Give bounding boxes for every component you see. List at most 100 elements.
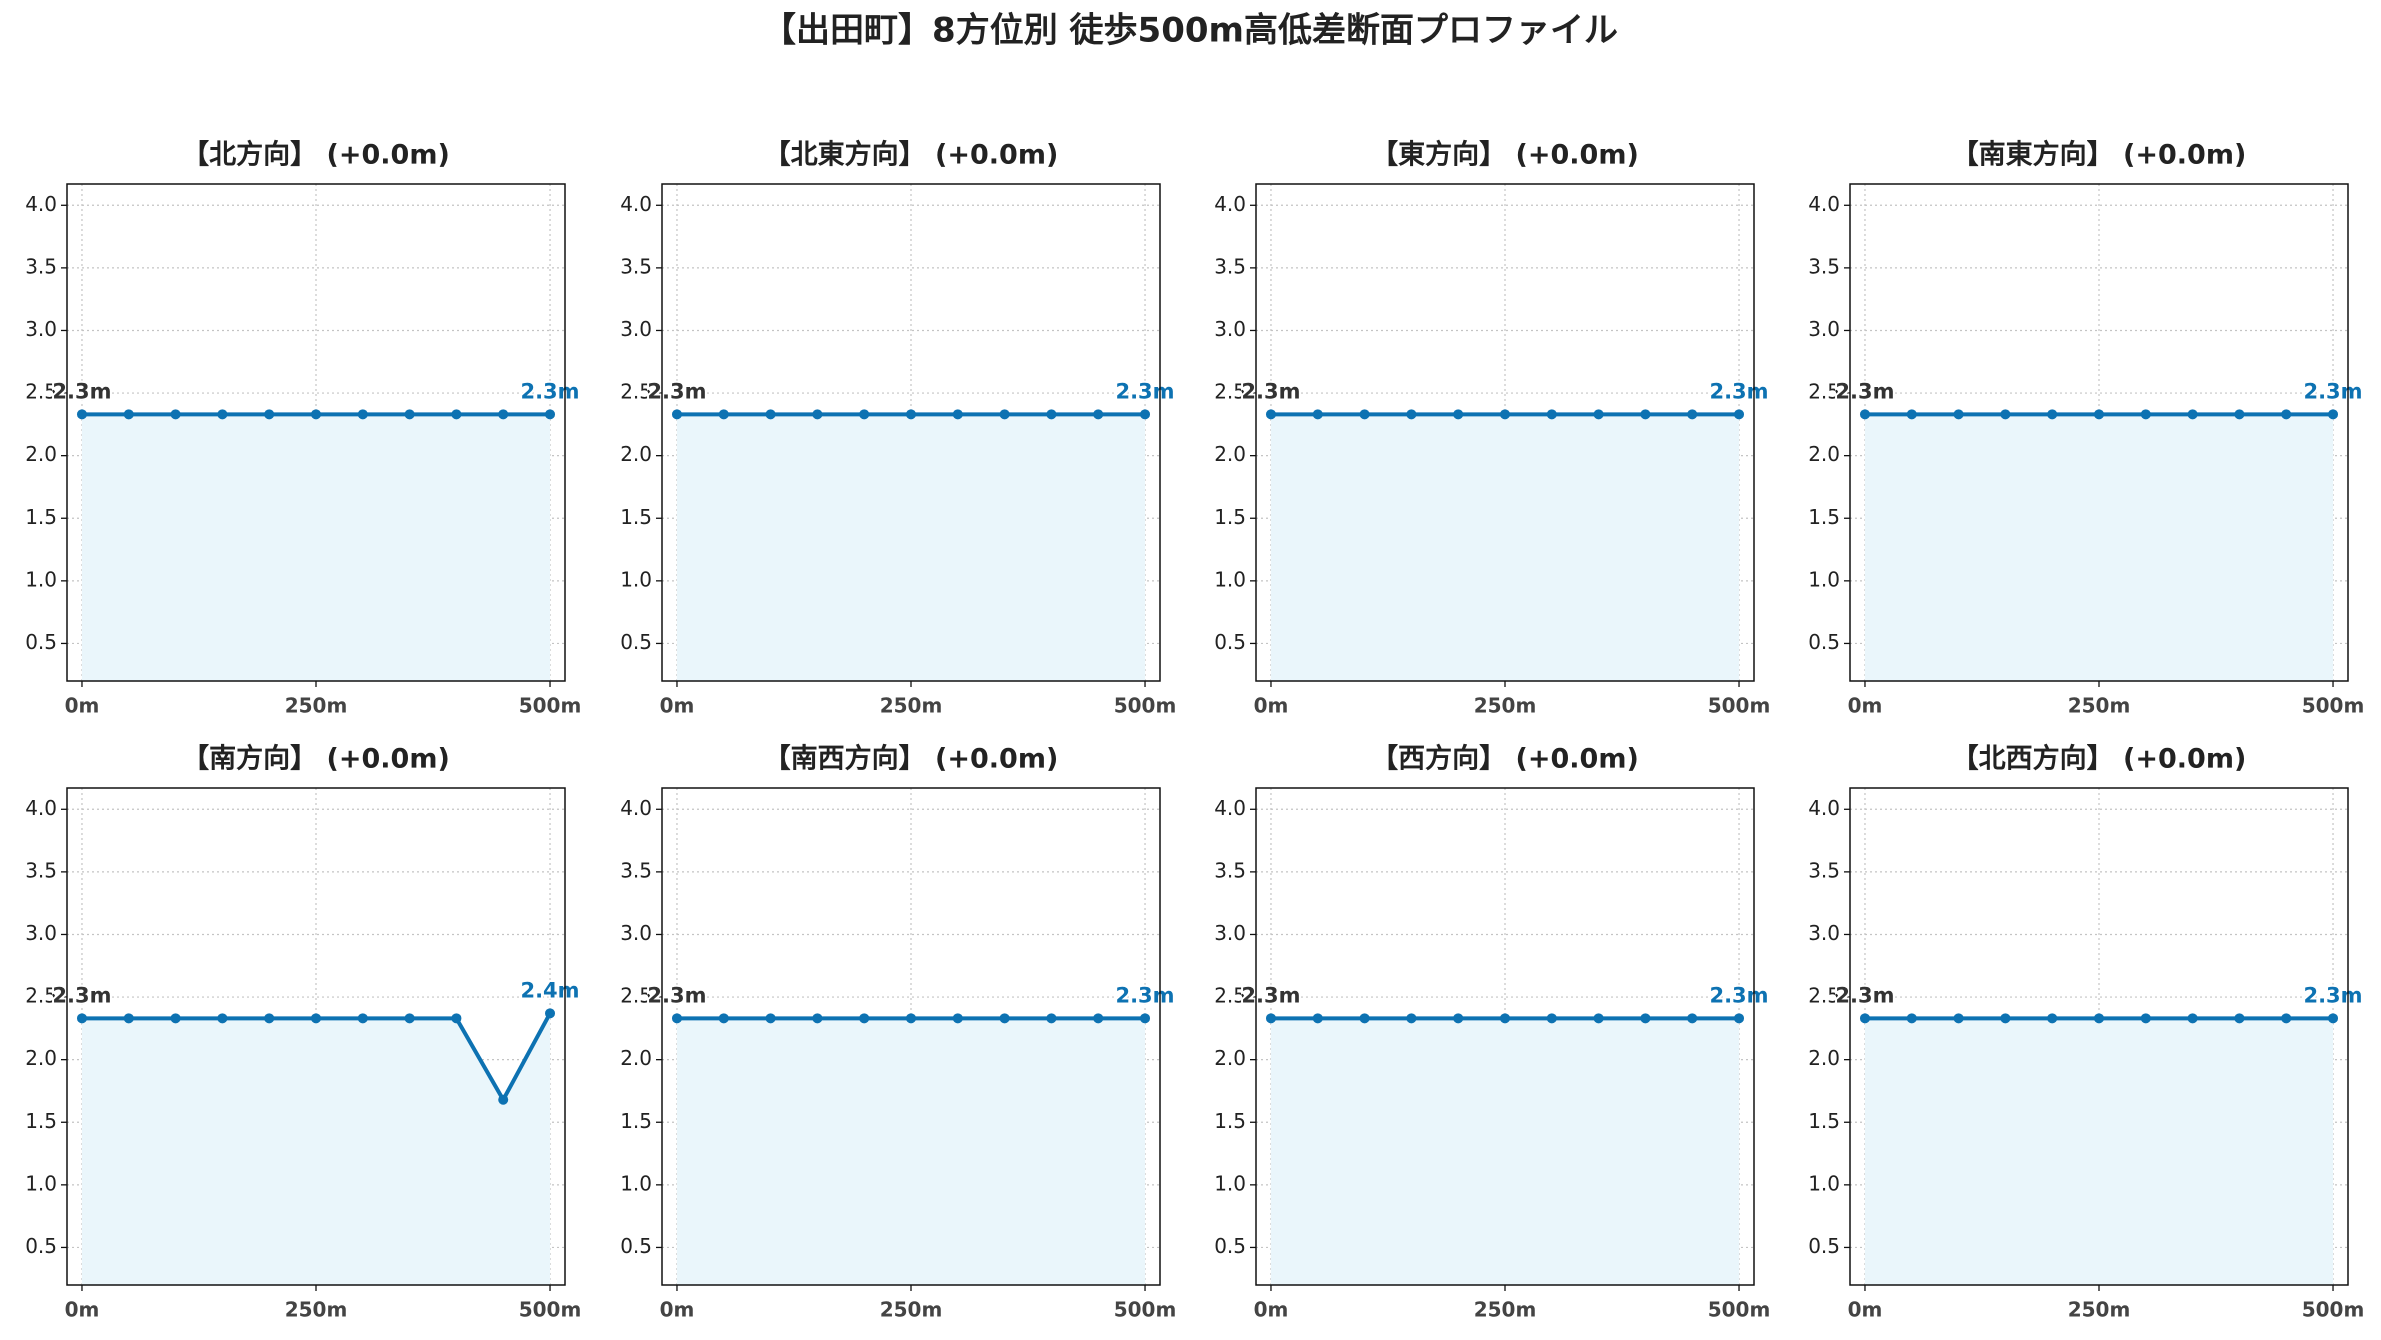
point-marker bbox=[311, 409, 321, 420]
x-tick-label: 250m bbox=[2068, 1298, 2131, 1322]
x-tick-label: 0m bbox=[660, 1298, 695, 1322]
point-marker bbox=[1359, 409, 1370, 420]
y-tick-label: 3.5 bbox=[1214, 858, 1246, 882]
point-marker bbox=[765, 1013, 776, 1024]
y-tick-label: 4.0 bbox=[1808, 796, 1840, 820]
y-tick-label: 3.5 bbox=[1808, 254, 1840, 278]
area-fill bbox=[1270, 1018, 1740, 1285]
area-fill bbox=[676, 414, 1146, 681]
y-tick-label: 2.0 bbox=[1808, 1046, 1840, 1070]
axes-frame bbox=[661, 183, 1161, 682]
value-label: 2.3m bbox=[1115, 379, 1174, 403]
area-fill bbox=[81, 414, 551, 681]
y-tick-label: 2.0 bbox=[25, 442, 57, 466]
point-marker bbox=[1140, 409, 1151, 420]
point-marker bbox=[952, 1013, 963, 1024]
x-tick-label: 0m bbox=[1254, 1298, 1289, 1322]
y-tick-label: 3.5 bbox=[25, 858, 57, 882]
point-marker bbox=[404, 409, 415, 420]
y-tick-label: 3.0 bbox=[1214, 317, 1246, 341]
axes-frame bbox=[1255, 183, 1755, 682]
x-tick-label: 0m bbox=[1848, 694, 1883, 718]
point-marker bbox=[1312, 409, 1323, 420]
point-marker bbox=[1453, 1013, 1464, 1024]
point-marker bbox=[264, 409, 275, 420]
y-tick-label: 3.0 bbox=[620, 317, 652, 341]
point-marker bbox=[1359, 1013, 1370, 1024]
x-tick-label: 500m bbox=[1114, 1298, 1177, 1322]
value-label: 2.3m bbox=[1835, 983, 1894, 1007]
point-marker bbox=[2094, 409, 2104, 420]
point-marker bbox=[1046, 409, 1057, 420]
point-marker bbox=[1687, 1013, 1698, 1024]
value-label: 2.3m bbox=[1835, 379, 1894, 403]
point-marker bbox=[765, 409, 776, 420]
point-marker bbox=[1406, 409, 1417, 420]
x-tick-label: 0m bbox=[660, 694, 695, 718]
point-marker bbox=[2140, 1013, 2151, 1024]
y-tick-label: 1.0 bbox=[1214, 1171, 1246, 1195]
x-tick-label: 250m bbox=[880, 694, 943, 718]
point-marker bbox=[1640, 409, 1651, 420]
x-tick-label: 500m bbox=[1708, 694, 1771, 718]
point-marker bbox=[1953, 1013, 1964, 1024]
x-tick-label: 250m bbox=[285, 694, 348, 718]
point-marker bbox=[2140, 409, 2151, 420]
y-tick-label: 2.5 bbox=[1214, 380, 1246, 404]
y-tick-label: 3.0 bbox=[1808, 317, 1840, 341]
point-marker bbox=[2000, 1013, 2011, 1024]
point-marker bbox=[1140, 1013, 1151, 1024]
point-marker bbox=[999, 1013, 1010, 1024]
y-tick-label: 2.0 bbox=[620, 442, 652, 466]
point-marker bbox=[545, 1008, 556, 1019]
y-tick-label: 2.0 bbox=[620, 1046, 652, 1070]
point-marker bbox=[1906, 409, 1917, 420]
point-marker bbox=[2187, 1013, 2198, 1024]
point-marker bbox=[718, 409, 729, 420]
y-tick-label: 0.5 bbox=[1808, 1234, 1840, 1258]
value-label: 2.3m bbox=[2303, 983, 2362, 1007]
area-fill bbox=[1270, 414, 1740, 681]
y-tick-label: 3.0 bbox=[620, 921, 652, 945]
panel-title: 【北方向】 (+0.0m) bbox=[182, 139, 450, 171]
point-marker bbox=[1453, 409, 1464, 420]
x-tick-label: 500m bbox=[1114, 694, 1177, 718]
point-marker bbox=[217, 1013, 228, 1024]
value-label: 2.3m bbox=[647, 983, 706, 1007]
point-marker bbox=[812, 1013, 823, 1024]
axes-frame bbox=[1849, 183, 2349, 682]
point-marker bbox=[2047, 1013, 2058, 1024]
point-marker bbox=[217, 409, 228, 420]
value-label: 2.3m bbox=[647, 379, 706, 403]
x-tick-label: 500m bbox=[519, 694, 582, 718]
y-tick-label: 4.0 bbox=[620, 192, 652, 216]
x-tick-label: 500m bbox=[519, 1298, 582, 1322]
point-marker bbox=[906, 1013, 916, 1024]
panel-title: 【北西方向】 (+0.0m) bbox=[1952, 743, 2247, 775]
y-tick-label: 4.0 bbox=[620, 796, 652, 820]
y-tick-label: 1.0 bbox=[1808, 567, 1840, 591]
value-label: 2.3m bbox=[1241, 983, 1300, 1007]
panel-title: 【南西方向】 (+0.0m) bbox=[764, 743, 1059, 775]
point-marker bbox=[2281, 1013, 2292, 1024]
y-tick-label: 3.5 bbox=[620, 254, 652, 278]
y-tick-label: 3.5 bbox=[1808, 858, 1840, 882]
y-tick-label: 0.5 bbox=[25, 1234, 57, 1258]
point-marker bbox=[1687, 409, 1698, 420]
point-marker bbox=[1093, 409, 1104, 420]
point-marker bbox=[2187, 409, 2198, 420]
value-label: 2.3m bbox=[520, 379, 579, 403]
point-marker bbox=[2047, 409, 2058, 420]
axes-frame bbox=[661, 787, 1161, 1286]
point-marker bbox=[498, 1094, 509, 1105]
point-marker bbox=[1906, 1013, 1917, 1024]
point-marker bbox=[170, 1013, 181, 1024]
x-tick-label: 250m bbox=[2068, 694, 2131, 718]
value-label: 2.4m bbox=[520, 978, 579, 1002]
y-tick-label: 1.0 bbox=[25, 567, 57, 591]
point-marker bbox=[1859, 1013, 1870, 1024]
y-tick-label: 1.5 bbox=[1214, 1109, 1246, 1133]
value-label: 2.3m bbox=[1709, 983, 1768, 1007]
point-marker bbox=[1593, 1013, 1604, 1024]
